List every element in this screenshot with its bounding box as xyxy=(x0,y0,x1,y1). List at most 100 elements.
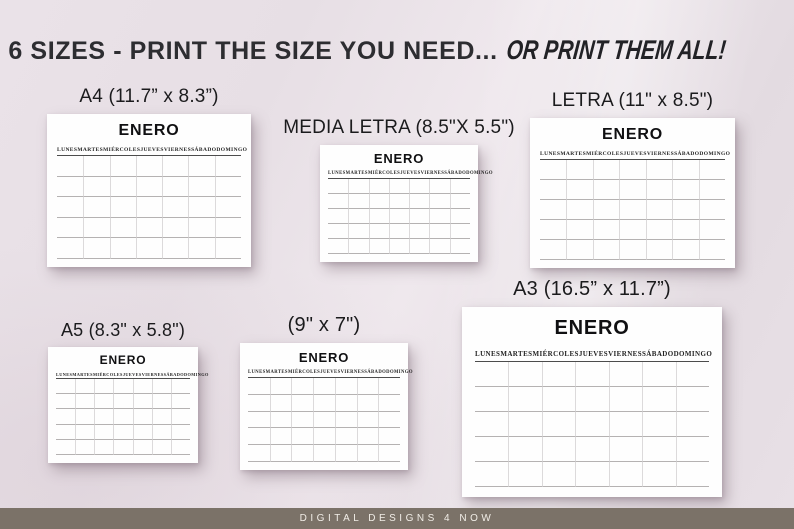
calendar-cell xyxy=(269,378,292,395)
calendar-cell xyxy=(109,197,136,218)
calendar-cell xyxy=(248,445,270,462)
calendar-cell xyxy=(540,180,567,200)
calendar-cell xyxy=(56,440,76,455)
calendar-grid xyxy=(57,156,241,259)
calendar-cell xyxy=(409,209,430,224)
calendar-cell xyxy=(608,362,643,387)
calendar-page: ENERO LUNES MARTES MIÉRCOLES JUEVES VIERNES S… xyxy=(240,343,413,470)
day-header: JUEVES xyxy=(578,349,609,358)
title-script-text: OR PRINT THEM ALL! xyxy=(504,35,728,65)
calendar-cell xyxy=(475,412,509,437)
calendar-cell xyxy=(248,395,270,412)
calendar-cell xyxy=(94,379,114,395)
calendar-grid xyxy=(248,378,400,462)
calendar-cell xyxy=(291,428,314,446)
calendar-cell xyxy=(151,379,171,395)
calendar-cell xyxy=(608,387,643,412)
calendar-cell xyxy=(356,428,379,446)
weekday-header-row: LUNES MARTES MIÉRCOLES JUEVES VIERNES SÁBADO D… xyxy=(475,346,712,362)
calendar-cell xyxy=(566,200,593,220)
day-header: DOMINGO xyxy=(673,349,713,358)
calendar-cell xyxy=(57,177,84,198)
calendar-cell xyxy=(214,217,241,239)
calendar-cell xyxy=(83,217,110,239)
calendar-cell xyxy=(75,379,95,395)
size-label: A4 (11.7” x 8.3”) xyxy=(79,86,219,107)
calendar-cell xyxy=(328,179,349,194)
calendar-preview-a5: A5 (8.3" x 5.8") ENERO LUNES MARTES MIÉRCO… xyxy=(48,320,208,463)
calendar-cell xyxy=(248,412,270,429)
calendar-cell xyxy=(388,239,410,254)
calendar-cell xyxy=(214,197,241,218)
calendar-cell xyxy=(645,200,673,220)
month-title: ENERO xyxy=(118,122,180,139)
calendar-cell xyxy=(348,239,369,254)
calendar-cell xyxy=(109,217,136,239)
calendar-cell xyxy=(475,362,509,387)
calendar-cell xyxy=(592,220,620,240)
calendar-preview-letra: LETRA (11" x 8.5") ENERO LUNES MARTES MIÉR… xyxy=(530,90,735,268)
calendar-grid xyxy=(475,362,709,487)
calendar-cell xyxy=(94,439,114,455)
calendar-cell xyxy=(541,387,576,412)
size-label: MEDIA LETRA (8.5"X 5.5") xyxy=(283,117,515,138)
calendar-cell xyxy=(75,409,95,425)
calendar-cell xyxy=(94,409,114,425)
calendar-cell xyxy=(135,197,163,218)
calendar-cell xyxy=(675,387,709,412)
calendar-cell xyxy=(188,238,215,259)
calendar-cell xyxy=(214,238,241,259)
calendar-cell xyxy=(328,239,349,254)
calendar-cell xyxy=(269,428,292,446)
month-title: ENERO xyxy=(373,151,425,166)
day-header: SÁBADO xyxy=(444,171,467,176)
calendar-cell xyxy=(56,379,76,395)
calendar-cell xyxy=(368,179,389,194)
calendar-cell xyxy=(619,160,646,180)
calendar-cell xyxy=(675,437,709,462)
calendar-cell xyxy=(75,394,95,410)
day-header: MARTES xyxy=(265,370,288,375)
calendar-cell xyxy=(313,428,335,446)
day-header: MIÉRCOLES xyxy=(586,150,624,157)
day-header: MARTES xyxy=(77,146,104,153)
day-header: DOMINGO xyxy=(699,150,731,157)
calendar-cell xyxy=(698,200,725,220)
calendar-cell xyxy=(170,409,190,425)
calendar-cell xyxy=(672,200,699,220)
calendar-cell xyxy=(291,411,314,429)
day-header: LUNES xyxy=(248,370,266,375)
calendar-page: ENERO LUNES MARTES MIÉRCOLES JUEVES VIERNES S… xyxy=(462,307,722,497)
calendar-cell xyxy=(313,394,335,412)
calendar-cell xyxy=(356,394,379,412)
calendar-page: ENERO LUNES MARTES MIÉRCOLES JUEVES VIERNES S… xyxy=(47,114,251,267)
calendar-cell xyxy=(334,378,357,395)
calendar-cell xyxy=(94,394,114,410)
calendar-cell xyxy=(449,194,470,209)
calendar-cell xyxy=(248,428,270,446)
calendar-cell xyxy=(151,424,171,440)
day-header: SÁBADO xyxy=(191,146,217,153)
calendar-cell xyxy=(248,378,270,395)
calendar-cell xyxy=(608,412,643,437)
calendar-cell xyxy=(162,176,189,198)
day-header: VIERNES xyxy=(420,171,445,176)
calendar-cell xyxy=(575,387,609,412)
day-header: SÁBADO xyxy=(642,349,674,358)
footer-brand: DIGITAL DESIGNS 4 NOW xyxy=(299,513,495,524)
calendar-cell xyxy=(269,394,292,412)
calendar-cell xyxy=(429,209,450,224)
calendar-cell xyxy=(135,156,163,177)
calendar-cell xyxy=(269,445,292,462)
calendar-cell xyxy=(313,411,335,429)
calendar-cell xyxy=(409,224,430,239)
calendar-cell xyxy=(642,387,676,412)
calendar-cell xyxy=(540,160,567,180)
day-header: LUNES xyxy=(57,146,78,153)
calendar-page: ENERO LUNES MARTES MIÉRCOLES JUEVES VIERNES S… xyxy=(48,347,208,463)
calendar-cell xyxy=(642,362,676,387)
calendar-cell xyxy=(334,428,357,446)
calendar-cell xyxy=(388,194,410,209)
calendar-cell xyxy=(698,180,725,200)
calendar-cell xyxy=(313,378,335,395)
